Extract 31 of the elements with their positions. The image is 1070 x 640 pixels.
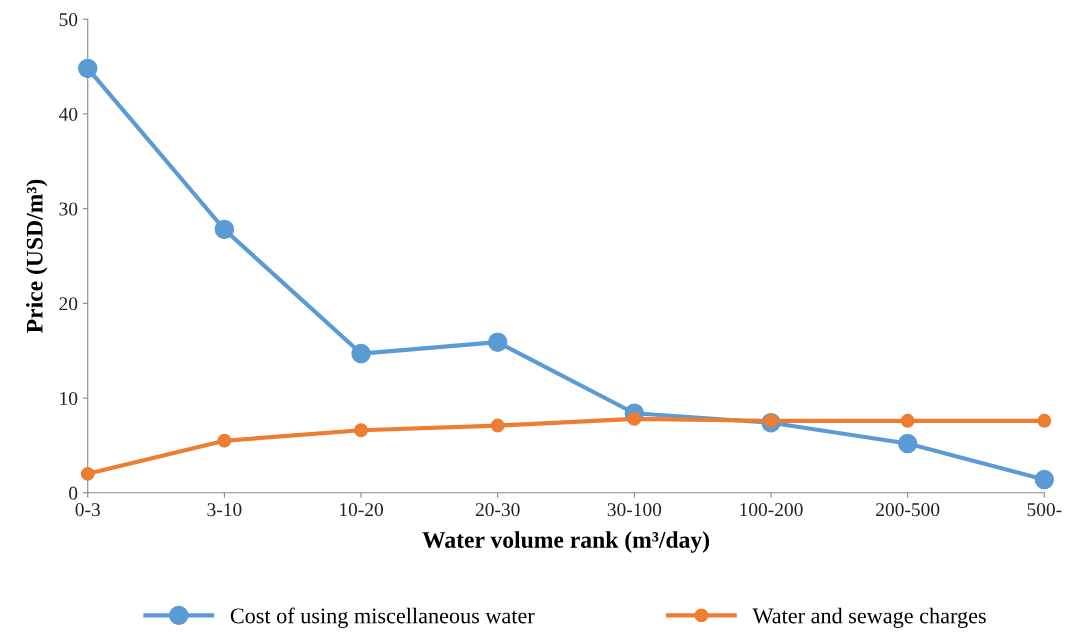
x-tick-label: 0-3 [75,503,100,517]
y-tick-label: 30 [59,202,78,216]
point [351,343,371,364]
x-tick-label: 100-200 [740,503,803,517]
point [217,433,232,448]
x-tick-label: 10-20 [340,503,383,517]
point [78,58,98,79]
x-axis-title: Water volume rank (m³/day) [422,531,709,553]
point [897,433,918,454]
y-tick-label: 10 [60,391,78,406]
y-tick-label: 20 [59,297,78,311]
x-tick-label: 30-100 [607,503,662,517]
legend-label: Cost of using miscellaneous water [230,607,535,628]
point [1034,469,1055,490]
x-tick-label: 500- [1027,503,1062,517]
x-tick-label: 200-500 [876,503,940,517]
point [627,411,642,426]
y-tick-label: 0 [69,486,78,500]
point [900,413,915,428]
point [214,219,235,240]
y-axis-title: Price (USD/m³) [26,179,48,333]
point [490,418,505,433]
x-tick-label: 3-10 [207,503,242,517]
legend-label: Water and sewage charges [752,607,986,628]
point [487,332,508,352]
point [354,423,368,438]
x-tick-label: 20-30 [475,503,520,517]
y-tick-label: 40 [58,107,78,121]
point [1037,413,1052,428]
point [80,466,95,481]
y-tick-label: 50 [59,13,78,27]
